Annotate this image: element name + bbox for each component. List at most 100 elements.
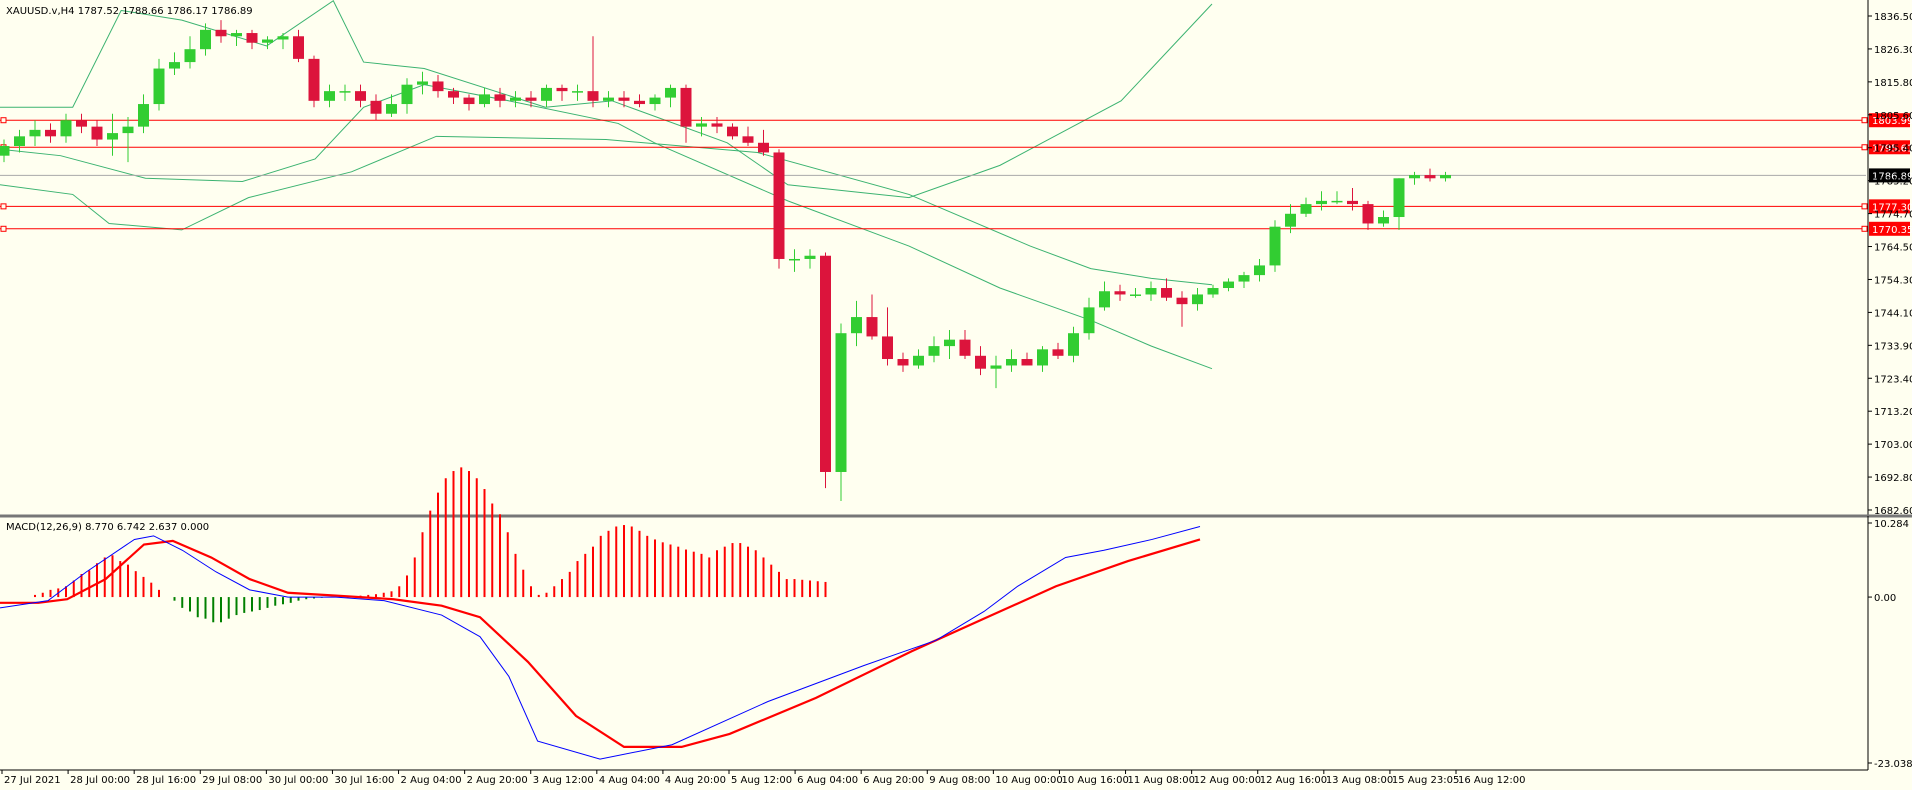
candle-body (0, 146, 10, 156)
hline-handle-right[interactable] (1861, 203, 1868, 210)
candle (1207, 284, 1219, 298)
candle-body (882, 336, 893, 360)
candle (1238, 271, 1250, 289)
candle-body (727, 126, 738, 137)
candle-body (990, 365, 1002, 369)
hline-handle-left[interactable] (0, 203, 7, 210)
candle (277, 33, 289, 50)
candle (246, 29, 258, 50)
candle-body (339, 91, 351, 93)
macd-tick-label: 10.284 (1874, 519, 1909, 530)
chart-title: XAUUSD.v,H4 1787.52 1788.66 1786.17 1786… (6, 6, 253, 17)
candle-body (1068, 333, 1079, 356)
candle-body (944, 339, 955, 347)
candle-body (1316, 200, 1327, 205)
candle (1378, 210, 1389, 227)
candle-body (711, 123, 723, 127)
candle-body (649, 97, 661, 105)
candle (897, 352, 909, 372)
candle-body (1176, 297, 1188, 305)
candle-body (107, 133, 118, 140)
candle-body (1006, 359, 1017, 366)
candle (727, 123, 738, 140)
candle (789, 249, 800, 272)
candle (1114, 284, 1126, 301)
candle-body (1021, 359, 1033, 366)
candle-body (696, 123, 707, 127)
time-tick-label: 9 Aug 08:00 (929, 775, 990, 786)
candle-body (758, 142, 769, 153)
price-tick-label: 1682.60 (1874, 506, 1912, 517)
candle (386, 94, 397, 117)
price-tick-label: 1774.70 (1874, 210, 1912, 221)
price-tick-label: 1826.30 (1874, 45, 1912, 56)
candle (153, 58, 165, 111)
candle-body (1378, 217, 1389, 224)
candle (758, 129, 769, 156)
candle-body (277, 36, 289, 40)
time-tick-label: 28 Jul 16:00 (136, 775, 196, 786)
hline-handle-left[interactable] (0, 225, 7, 232)
candle (665, 84, 676, 108)
macd-pane[interactable]: 10.284 0.00 -23.038 MACD(12,26,9) 8.770 6.… (0, 467, 1912, 770)
candle-body (293, 36, 304, 59)
hline-price-label: 1777.30 (1872, 202, 1912, 213)
candle-body (432, 81, 444, 92)
candle-body (975, 355, 986, 369)
price-tick-label: 1795.40 (1874, 144, 1912, 155)
time-tick-label: 2 Aug 04:00 (401, 775, 462, 786)
hline-handle-right[interactable] (1861, 225, 1868, 232)
candle-body (897, 359, 909, 366)
candle-body (1130, 294, 1141, 296)
candle (1006, 349, 1017, 372)
hline-handle-left[interactable] (0, 117, 7, 124)
time-tick-label: 3 Aug 12:00 (533, 775, 594, 786)
candle-body (1254, 265, 1265, 276)
candle-body (215, 29, 227, 37)
candle (882, 307, 893, 366)
hline-price-label: 1770.35 (1872, 225, 1912, 236)
candle (959, 329, 971, 360)
candle-body (76, 120, 87, 127)
candle (1037, 346, 1048, 372)
candle (603, 91, 614, 108)
time-tick-label: 4 Aug 04:00 (599, 775, 660, 786)
candle-body (1114, 291, 1126, 295)
candle-body (138, 104, 149, 127)
hline-handle-right[interactable] (1861, 144, 1868, 151)
time-tick-label: 28 Jul 00:00 (70, 775, 130, 786)
macd-tick-label: -23.038 (1874, 759, 1912, 770)
candle (618, 91, 630, 108)
current-price-label: 1786.89 (1872, 171, 1912, 182)
candle (355, 84, 366, 108)
candle-body (1347, 200, 1358, 205)
price-axis-ticks: 1836.50 1826.30 1815.80 1805.60 1795.40 1785.… (1868, 12, 1912, 517)
candle-body (680, 87, 692, 127)
hline-price-label: 1795.61 (1872, 143, 1912, 154)
candle-body (29, 129, 41, 137)
candle-body (308, 58, 320, 101)
hline-handle-right[interactable] (1861, 117, 1868, 124)
candle-body (525, 97, 537, 101)
candle (76, 113, 87, 134)
candle-body (60, 120, 72, 137)
price-pane[interactable]: 1803.99 1795.61 1777.30 1770.35 1786.89 1836… (0, 0, 1912, 518)
candle-body (184, 49, 196, 63)
time-tick-label: 10 Aug 16:00 (1061, 775, 1128, 786)
candle-body (262, 39, 273, 43)
price-tick-label: 1836.50 (1874, 12, 1912, 23)
candle (696, 116, 707, 137)
candle (1145, 281, 1157, 301)
candle-body (1223, 281, 1234, 289)
candle (1269, 220, 1281, 272)
candle-body (928, 346, 940, 356)
candle-body (789, 258, 800, 261)
candle-body (913, 355, 924, 366)
candle-body (91, 126, 103, 140)
current-price-badge (1869, 168, 1910, 183)
candle (649, 94, 661, 111)
hline-price-badge (1869, 140, 1910, 155)
hline-price-badge (1869, 199, 1910, 214)
